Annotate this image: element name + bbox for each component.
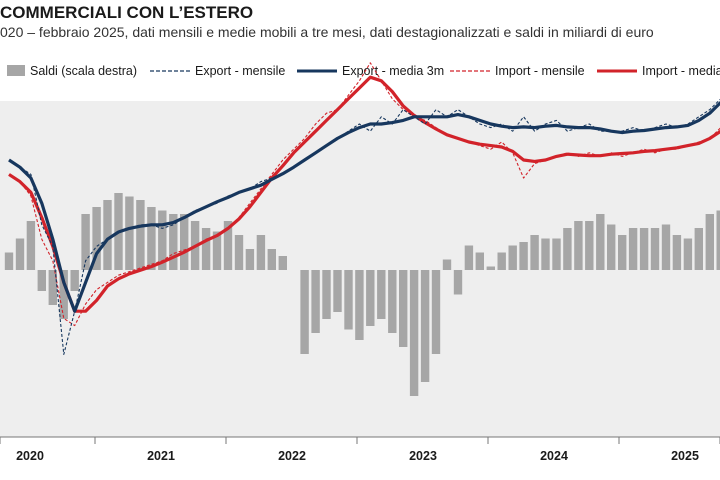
saldi-bar bbox=[59, 270, 68, 319]
legend-label-import-media: Import - media bbox=[642, 64, 720, 78]
x-tick-label: 2023 bbox=[409, 449, 437, 463]
saldi-bar bbox=[420, 270, 430, 382]
chart-subtitle: 020 – febbraio 2025, dati mensili e medi… bbox=[0, 24, 654, 40]
saldi-bar bbox=[355, 270, 364, 340]
saldi-bar bbox=[672, 235, 682, 270]
saldi-bar bbox=[256, 235, 266, 270]
saldi-bar bbox=[366, 270, 375, 326]
saldi-bar bbox=[212, 231, 222, 270]
saldi-bar bbox=[245, 249, 255, 270]
saldi-bar bbox=[103, 200, 112, 270]
saldi-bar bbox=[158, 210, 167, 270]
saldi-bar bbox=[683, 238, 693, 270]
saldi-bar bbox=[278, 256, 287, 270]
saldi-bar bbox=[322, 270, 331, 319]
x-tick-label: 2021 bbox=[147, 449, 175, 463]
legend: Saldi (scala destra) Export - mensile Ex… bbox=[7, 64, 720, 78]
saldi-bar bbox=[300, 270, 309, 354]
saldi-bar bbox=[169, 214, 178, 270]
legend-label-saldi: Saldi (scala destra) bbox=[30, 64, 137, 78]
saldi-bar bbox=[223, 221, 233, 270]
saldi-bar bbox=[388, 270, 397, 333]
saldi-bar bbox=[585, 221, 594, 270]
saldi-bar bbox=[234, 235, 244, 270]
saldi-bar bbox=[596, 214, 605, 270]
saldi-bar bbox=[508, 245, 517, 270]
saldi-bar bbox=[716, 210, 720, 270]
saldi-bar bbox=[333, 270, 342, 312]
saldi-bar bbox=[486, 266, 495, 270]
saldi-bar bbox=[705, 214, 714, 270]
saldi-bar bbox=[431, 270, 441, 354]
saldi-bar bbox=[464, 245, 474, 270]
saldi-bar bbox=[70, 270, 79, 291]
import-mensile-line bbox=[8, 62, 720, 327]
x-tick-label: 2020 bbox=[16, 449, 44, 463]
saldi-bar bbox=[530, 235, 539, 270]
legend-label-export-mensile: Export - mensile bbox=[195, 64, 285, 78]
saldi-bar bbox=[541, 238, 550, 270]
chart-title: COMMERCIALI CON L’ESTERO bbox=[0, 3, 254, 22]
saldi-bar bbox=[344, 270, 353, 330]
saldi-bar bbox=[497, 252, 506, 270]
saldi-bar bbox=[180, 214, 189, 270]
saldi-bar bbox=[694, 228, 703, 270]
saldi-bar bbox=[618, 235, 627, 270]
saldi-bar bbox=[628, 228, 638, 270]
saldi-bar bbox=[377, 270, 386, 319]
saldi-bar bbox=[81, 214, 90, 270]
x-axis-ticks: 2020 2021 2022 2023 2024 2025 bbox=[0, 437, 720, 463]
x-tick-label: 2025 bbox=[671, 449, 699, 463]
trade-lines bbox=[8, 62, 720, 355]
x-tick-label: 2024 bbox=[540, 449, 568, 463]
saldi-bar bbox=[136, 200, 145, 270]
saldi-bar bbox=[4, 252, 14, 270]
saldi-bar bbox=[574, 221, 583, 270]
saldi-bar bbox=[639, 228, 649, 270]
saldi-bar bbox=[552, 238, 561, 270]
saldi-bar bbox=[147, 207, 156, 270]
saldi-bar bbox=[607, 224, 616, 270]
export-mensile-line bbox=[8, 98, 720, 355]
saldi-bar bbox=[399, 270, 408, 347]
saldi-bar bbox=[201, 228, 211, 270]
saldi-bar bbox=[442, 259, 452, 270]
saldi-bar bbox=[37, 270, 46, 291]
saldi-bar bbox=[125, 196, 134, 270]
saldi-bar bbox=[475, 252, 484, 270]
legend-label-import-mensile: Import - mensile bbox=[495, 64, 585, 78]
saldi-bar bbox=[311, 270, 320, 333]
saldi-bar bbox=[48, 270, 57, 305]
saldi-bar bbox=[650, 228, 660, 270]
x-tick-label: 2022 bbox=[278, 449, 306, 463]
saldi-bar bbox=[409, 270, 419, 396]
saldi-bar bbox=[453, 270, 463, 295]
saldi-bar bbox=[92, 207, 101, 270]
saldi-bar bbox=[563, 228, 572, 270]
saldi-bar bbox=[15, 238, 25, 270]
saldi-bar bbox=[661, 224, 671, 270]
saldi-bar bbox=[519, 242, 528, 270]
legend-swatch-saldi bbox=[7, 65, 25, 76]
saldi-bar bbox=[267, 249, 276, 270]
saldi-bar bbox=[26, 221, 36, 270]
legend-label-export-media: Export - media 3m bbox=[342, 64, 444, 78]
